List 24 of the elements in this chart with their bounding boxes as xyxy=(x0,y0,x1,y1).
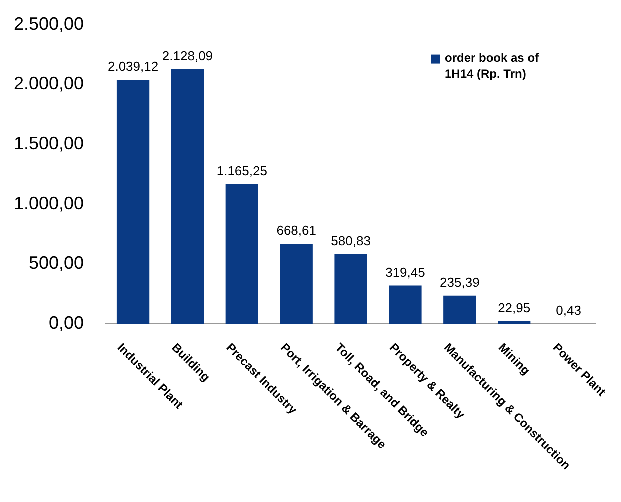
bar xyxy=(226,184,258,324)
data-label: 2.128,09 xyxy=(162,48,214,64)
bar xyxy=(171,69,204,324)
y-tick-label: 2.500,00 xyxy=(14,14,84,34)
bar xyxy=(444,296,476,324)
bar xyxy=(498,321,531,324)
data-label: 1.165,25 xyxy=(216,164,268,179)
y-tick-label: 0,00 xyxy=(49,312,84,333)
y-tick-label: 2.000,00 xyxy=(14,74,84,94)
data-label: 235,39 xyxy=(440,274,480,290)
data-label: 668,61 xyxy=(276,223,316,238)
y-tick-label: 1.500,00 xyxy=(14,133,84,154)
legend-label: order book as of 1H14 (Rp. Trn) xyxy=(445,51,540,82)
data-label: 2.039,12 xyxy=(108,59,159,74)
data-label: 319,45 xyxy=(386,264,426,280)
data-label: 580,83 xyxy=(331,234,371,249)
data-label: 22,95 xyxy=(498,300,531,316)
y-tick-label: 500,00 xyxy=(29,253,84,274)
bar xyxy=(389,286,422,324)
data-label: 0,43 xyxy=(556,303,582,318)
bar xyxy=(116,80,150,324)
bar xyxy=(334,254,368,324)
bar xyxy=(280,244,313,324)
y-tick-label: 1.000,00 xyxy=(14,193,84,214)
